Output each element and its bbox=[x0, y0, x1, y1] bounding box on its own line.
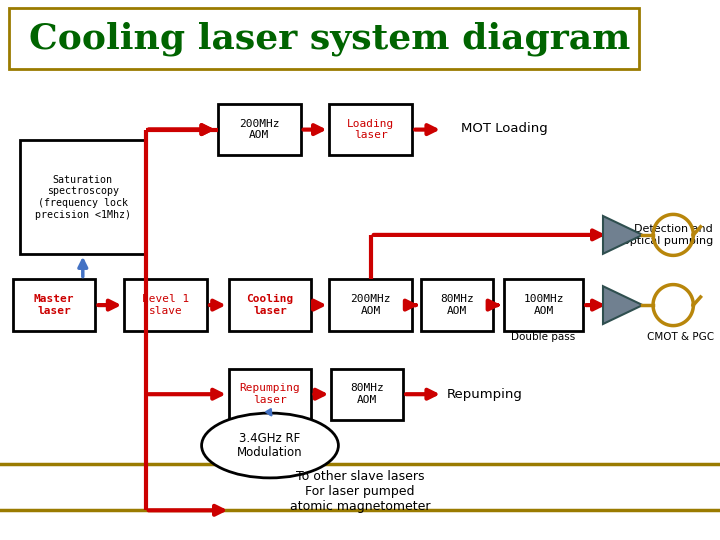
Text: CMOT & PGC: CMOT & PGC bbox=[647, 333, 714, 342]
Ellipse shape bbox=[202, 413, 338, 478]
Bar bbox=[12, 280, 95, 330]
Text: 80MHz
AOM: 80MHz AOM bbox=[351, 383, 384, 405]
Text: Detection and
optical pumping: Detection and optical pumping bbox=[623, 224, 713, 246]
Text: To other slave lasers
For laser pumped
atomic magnetometer: To other slave lasers For laser pumped a… bbox=[289, 470, 431, 513]
Bar bbox=[330, 280, 413, 330]
Bar bbox=[20, 140, 145, 254]
Text: MOT Loading: MOT Loading bbox=[461, 122, 547, 135]
Bar bbox=[421, 280, 493, 330]
Text: Cooling
laser: Cooling laser bbox=[246, 294, 294, 316]
Text: 200MHz
AOM: 200MHz AOM bbox=[239, 119, 279, 140]
Text: 200MHz
AOM: 200MHz AOM bbox=[351, 294, 391, 316]
Text: 100MHz
AOM: 100MHz AOM bbox=[523, 294, 564, 316]
FancyBboxPatch shape bbox=[9, 8, 639, 69]
Bar bbox=[331, 368, 403, 420]
Bar bbox=[330, 104, 413, 156]
Text: Double pass: Double pass bbox=[511, 333, 576, 342]
Bar bbox=[229, 280, 311, 330]
Text: Cooling laser system diagram: Cooling laser system diagram bbox=[29, 21, 630, 56]
Text: Saturation
spectroscopy
(frequency lock
precision <1Mhz): Saturation spectroscopy (frequency lock … bbox=[35, 175, 131, 219]
Polygon shape bbox=[603, 286, 643, 324]
Text: Master
laser: Master laser bbox=[34, 294, 74, 316]
Text: Repumping: Repumping bbox=[446, 388, 522, 401]
Text: Loading
laser: Loading laser bbox=[347, 119, 395, 140]
Text: Repumping
laser: Repumping laser bbox=[240, 383, 300, 405]
Text: Level 1
slave: Level 1 slave bbox=[142, 294, 189, 316]
Polygon shape bbox=[603, 216, 643, 254]
Text: 3.4GHz RF
Modulation: 3.4GHz RF Modulation bbox=[237, 431, 303, 460]
Bar bbox=[229, 368, 311, 420]
Text: 80MHz
AOM: 80MHz AOM bbox=[441, 294, 474, 316]
Bar bbox=[125, 280, 207, 330]
Bar bbox=[217, 104, 301, 156]
Bar bbox=[504, 280, 583, 330]
